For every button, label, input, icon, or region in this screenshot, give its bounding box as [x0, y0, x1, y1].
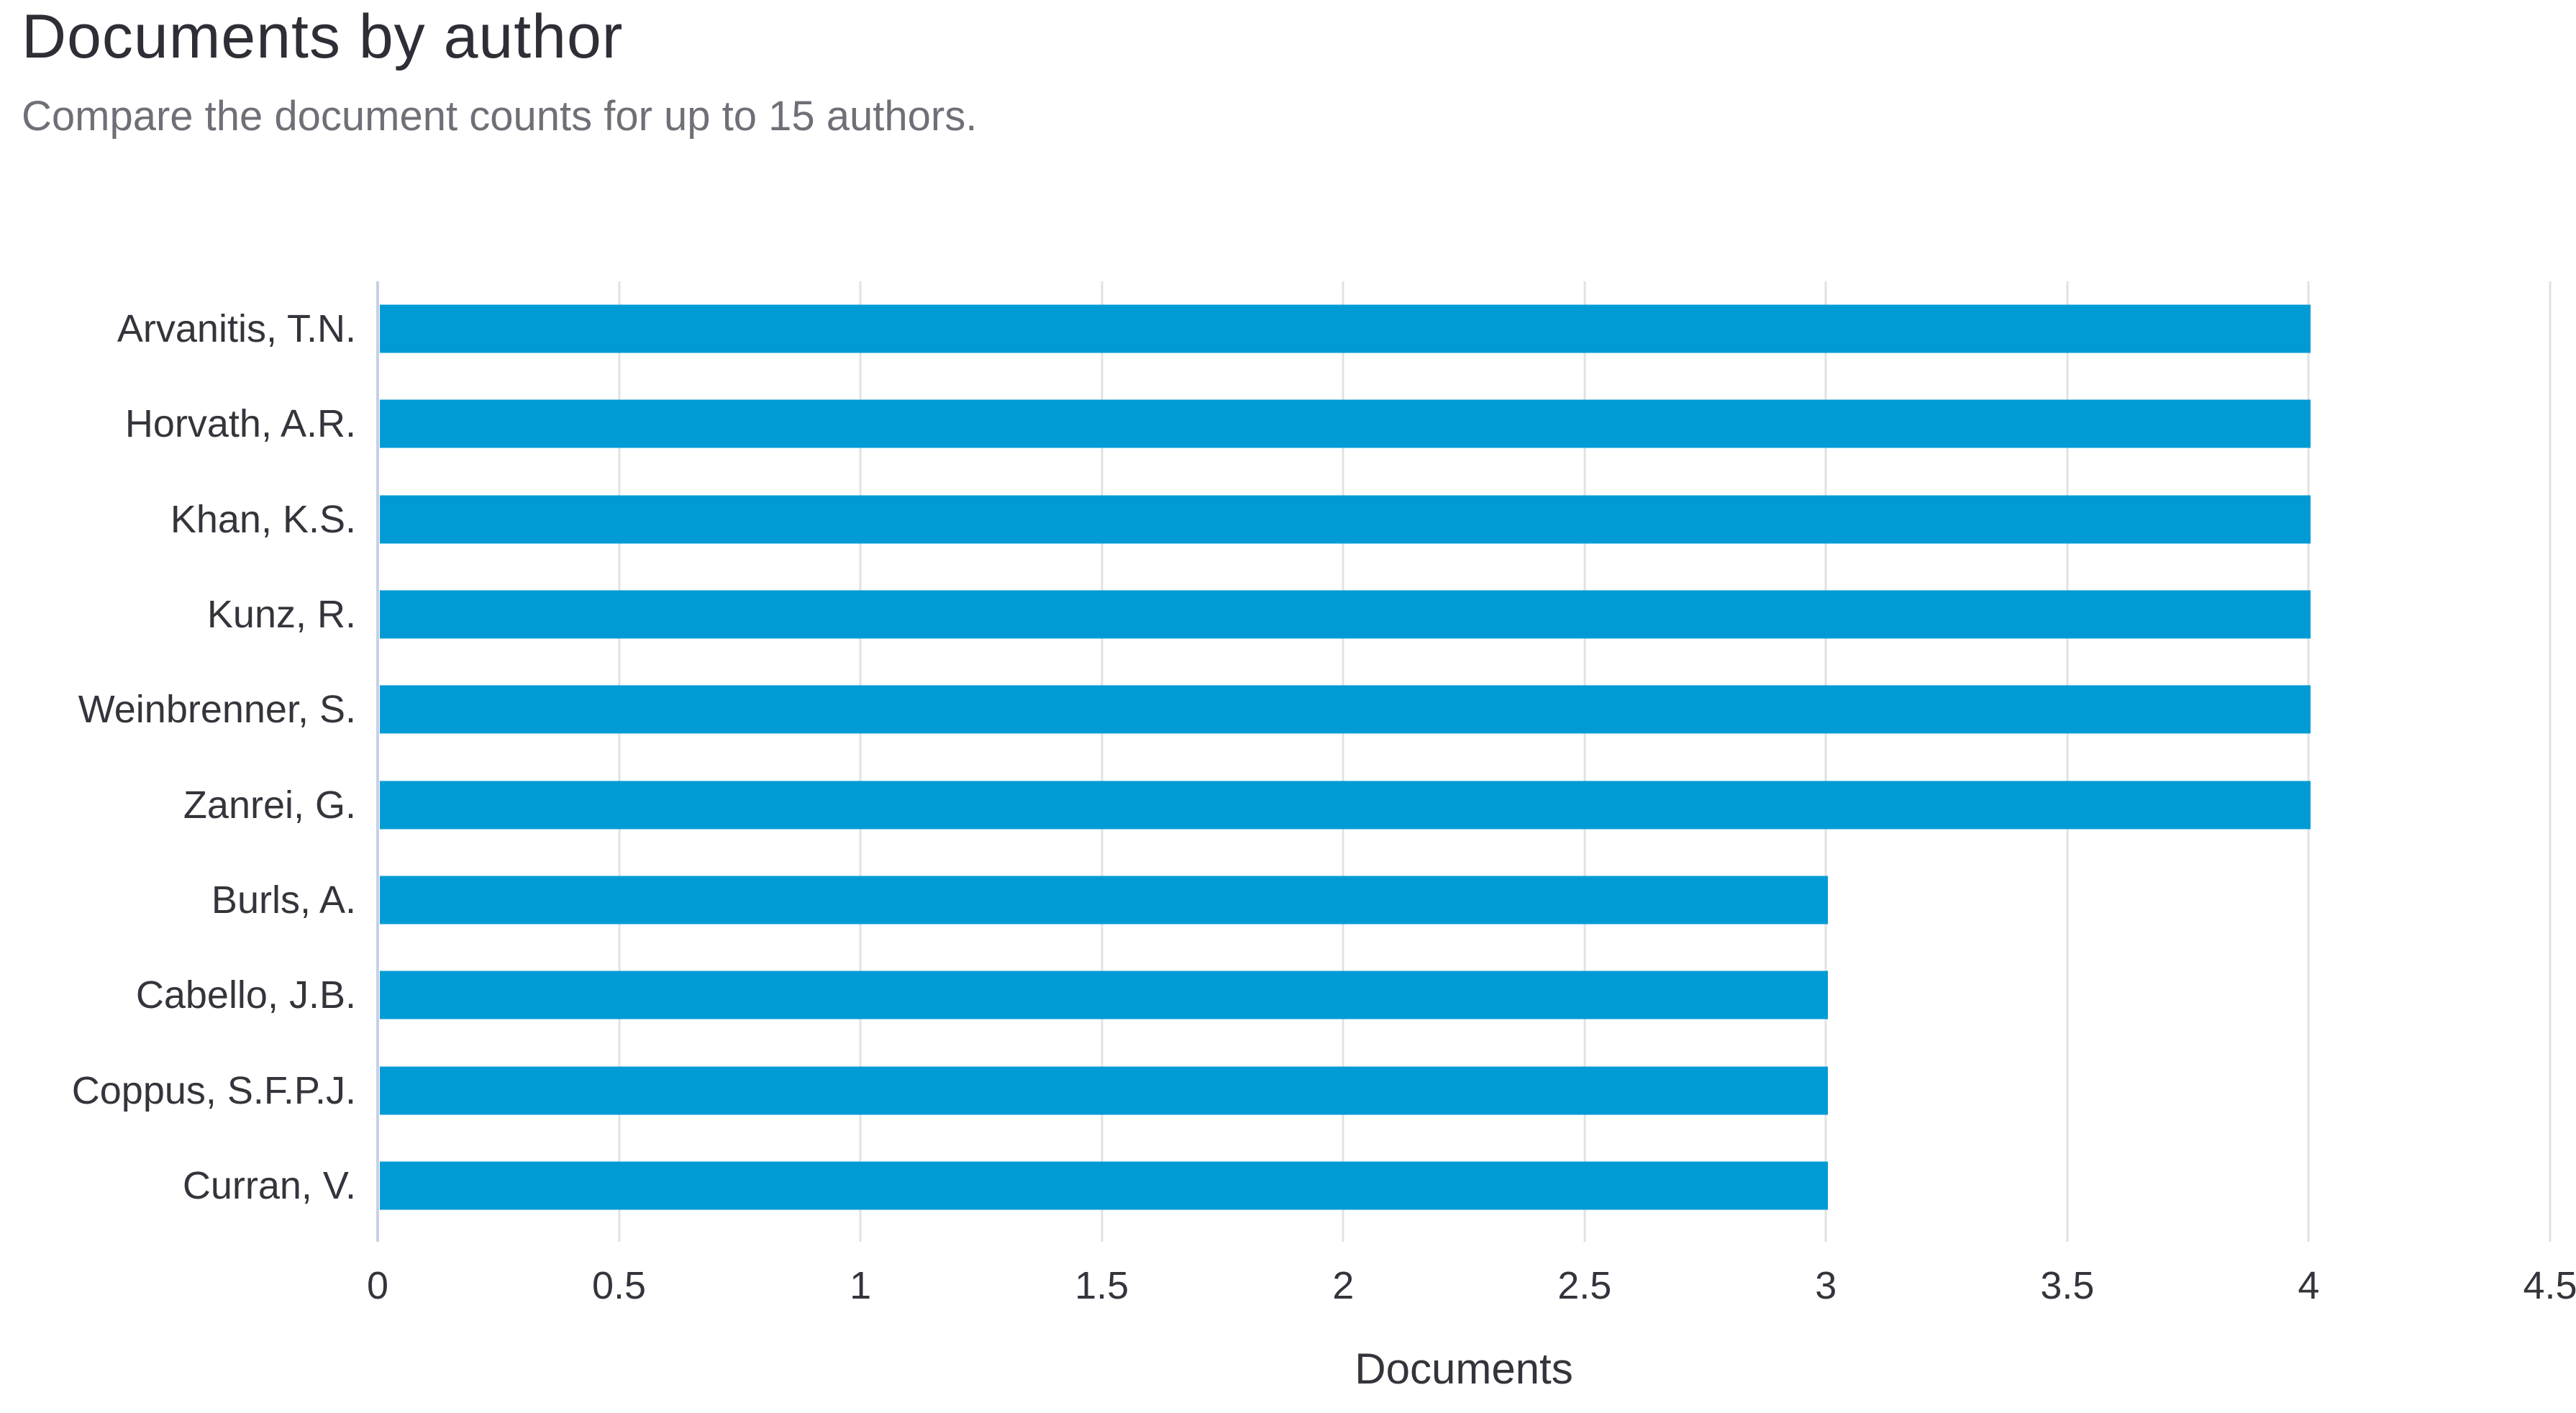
- gridline: [2066, 281, 2069, 1242]
- chart-subtitle: Compare the document counts for up to 15…: [22, 93, 978, 140]
- x-axis-title: Documents: [1355, 1345, 1573, 1393]
- y-axis-line: [376, 281, 379, 1242]
- plot-area: [376, 281, 2552, 1242]
- x-tick-label: 3: [1815, 1264, 1837, 1307]
- bar-track: [378, 281, 2550, 376]
- chart-row: Horvath, A.R.: [0, 376, 2550, 471]
- chart-row: Burls, A.: [0, 853, 2550, 948]
- y-axis-label: Arvanitis, T.N.: [117, 307, 356, 351]
- bar[interactable]: [380, 685, 2311, 734]
- x-tick-label: 0.5: [592, 1264, 647, 1307]
- bar[interactable]: [380, 971, 1829, 1019]
- x-tick-label: 3.5: [2040, 1264, 2095, 1307]
- bar-track: [378, 1042, 2550, 1137]
- bar-track: [378, 567, 2550, 662]
- bar[interactable]: [380, 876, 1829, 924]
- y-axis-label: Khan, K.S.: [170, 497, 356, 541]
- gridline: [1101, 281, 1103, 1242]
- chart-row: Zanrei, G.: [0, 757, 2550, 852]
- y-axis-label: Zanrei, G.: [183, 783, 356, 827]
- bar-rows: Arvanitis, T.N. Horvath, A.R. Khan, K.S. Ku…: [0, 281, 2550, 1233]
- x-tick-label: 0: [366, 1264, 389, 1307]
- chart-row: Curran, V.: [0, 1138, 2550, 1233]
- bar[interactable]: [380, 1161, 1829, 1210]
- bar-track: [378, 472, 2550, 567]
- bar[interactable]: [380, 1066, 1829, 1115]
- x-tick-label: 2.5: [1557, 1264, 1612, 1307]
- y-axis-label: Weinbrenner, S.: [78, 688, 356, 732]
- y-axis-label: Cabello, J.B.: [135, 973, 356, 1017]
- x-tick-label: 1.5: [1075, 1264, 1129, 1307]
- bar-track: [378, 662, 2550, 757]
- chart-row: Khan, K.S.: [0, 472, 2550, 567]
- chart-row: Arvanitis, T.N.: [0, 281, 2550, 376]
- gridline: [1824, 281, 1827, 1242]
- x-tick-label: 1: [850, 1264, 872, 1307]
- chart-row: Coppus, S.F.P.J.: [0, 1042, 2550, 1137]
- bar[interactable]: [380, 781, 2311, 830]
- bar[interactable]: [380, 399, 2311, 448]
- chart-row: Cabello, J.B.: [0, 948, 2550, 1042]
- gridline: [2549, 281, 2552, 1242]
- y-axis-label: Burls, A.: [211, 878, 356, 922]
- bar-track: [378, 948, 2550, 1042]
- bar-track: [378, 853, 2550, 948]
- y-axis-label: Curran, V.: [182, 1163, 356, 1207]
- gridline: [1583, 281, 1586, 1242]
- gridline: [859, 281, 862, 1242]
- bar[interactable]: [380, 304, 2311, 353]
- gridline: [618, 281, 621, 1242]
- bar[interactable]: [380, 495, 2311, 544]
- chart-row: Kunz, R.: [0, 567, 2550, 662]
- chart-row: Weinbrenner, S.: [0, 662, 2550, 757]
- x-tick-label: 2: [1332, 1264, 1355, 1307]
- bar-track: [378, 1138, 2550, 1233]
- bar-track: [378, 757, 2550, 852]
- y-axis-label: Coppus, S.F.P.J.: [71, 1068, 356, 1112]
- y-axis-label: Horvath, A.R.: [124, 402, 356, 446]
- y-axis-label: Kunz, R.: [206, 593, 356, 637]
- gridline: [1342, 281, 1344, 1242]
- x-axis-tick-labels: 0 0.5 1 1.5 2 2.5 3 3.5 4 4.5: [367, 1264, 2576, 1308]
- bar-track: [378, 376, 2550, 471]
- bar[interactable]: [380, 590, 2311, 639]
- x-tick-label: 4.5: [2523, 1264, 2576, 1307]
- chart-title: Documents by author: [22, 2, 624, 71]
- gridline: [2307, 281, 2310, 1242]
- x-tick-label: 4: [2298, 1264, 2320, 1307]
